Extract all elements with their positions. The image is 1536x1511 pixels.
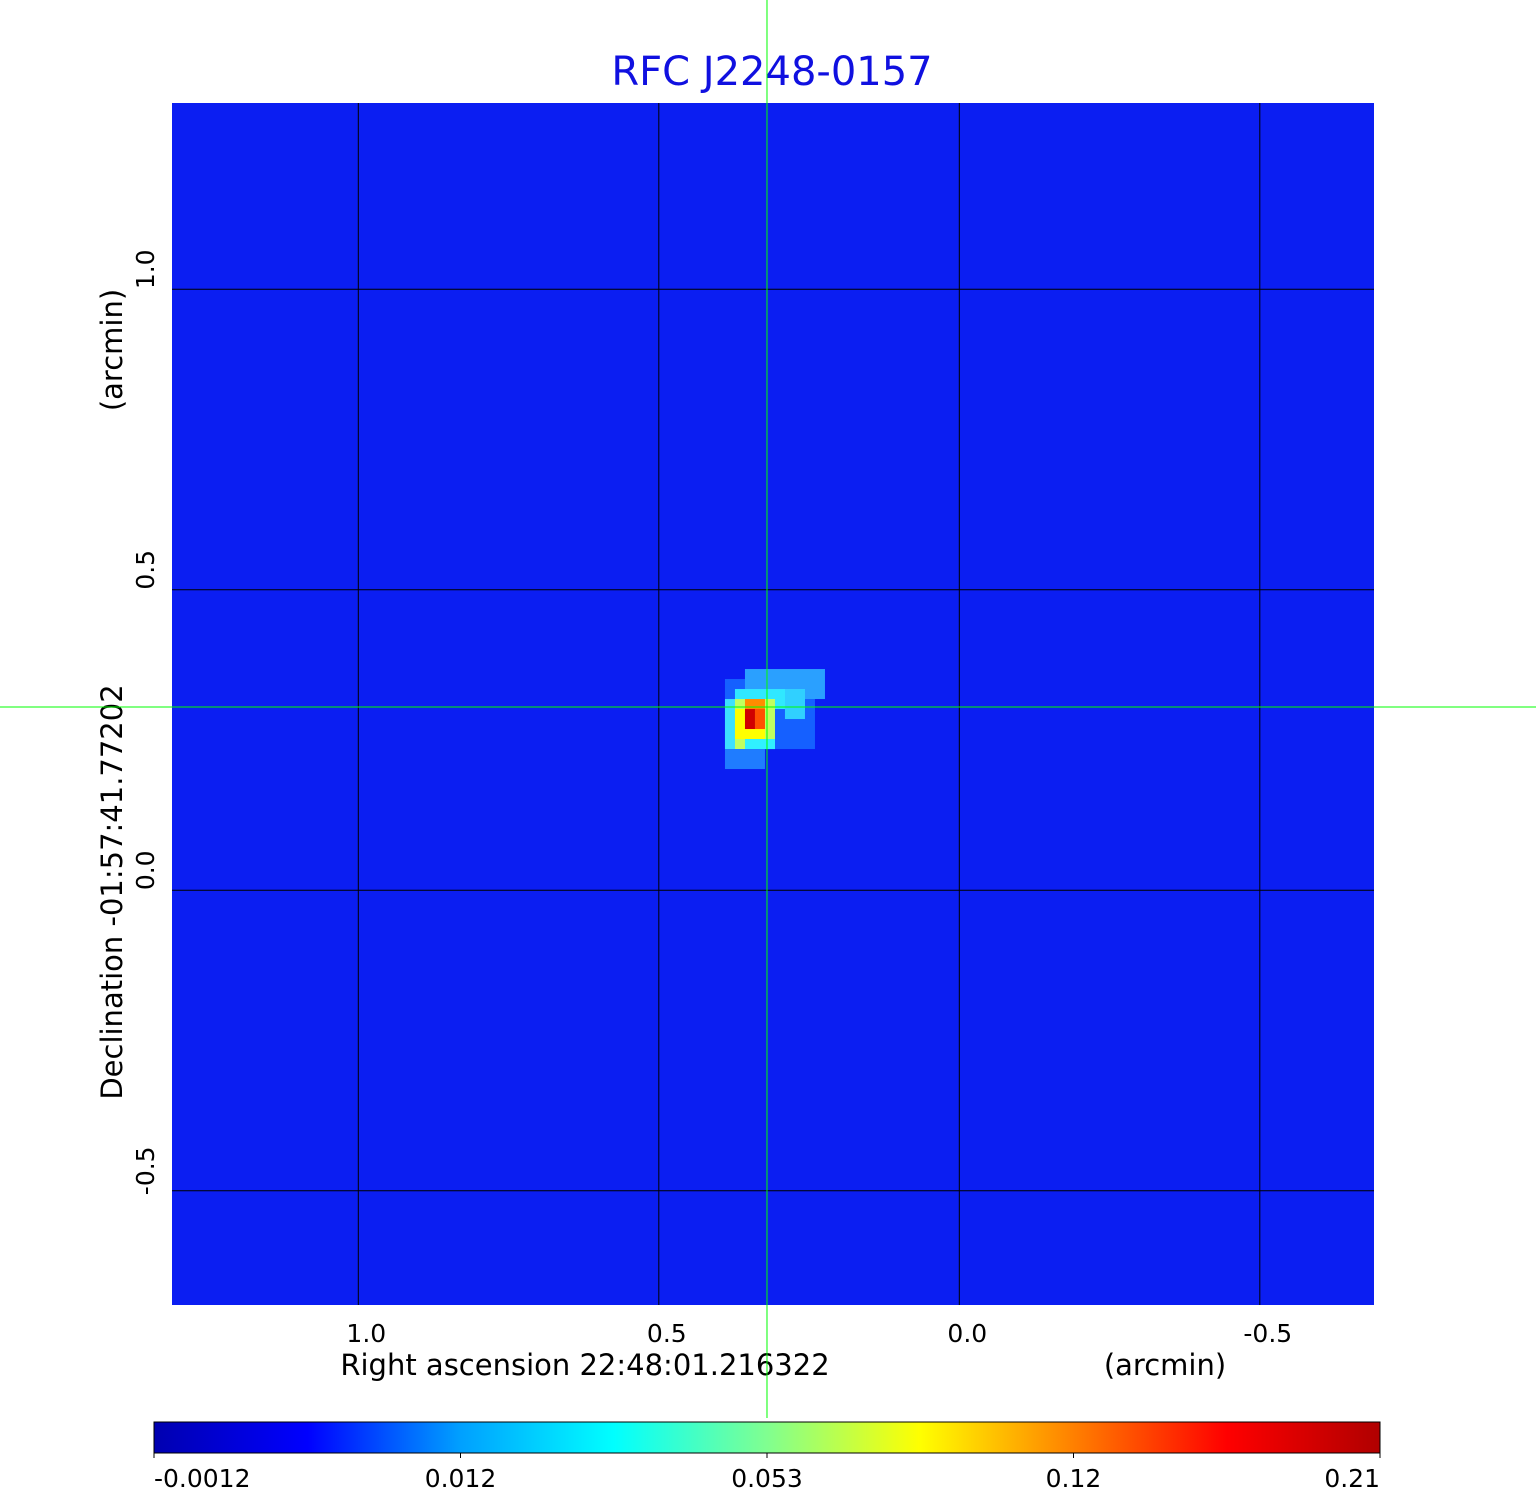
source-pixel: [784, 689, 805, 720]
y-tick-label: 1.0: [131, 249, 160, 289]
crosshair: [0, 0, 1536, 1418]
source-pixel: [754, 709, 765, 730]
y-axis-label: Declination -01:57:41.77202: [95, 684, 129, 1099]
source-pixel: [744, 709, 755, 730]
x-axis-unit: (arcmin): [1104, 1348, 1226, 1382]
source-pixel: [744, 699, 765, 710]
colorbar-ticks: -0.0012 0.012 0.053 0.12 0.21: [153, 1453, 1381, 1493]
x-tick-label: -0.5: [1243, 1319, 1292, 1348]
grid: [172, 103, 1374, 1305]
x-tick-label: 1.0: [346, 1319, 386, 1348]
tick-labels: 1.0 0.5 0.0 -0.5 1.0 0.5 0.0 -0.5: [131, 249, 1292, 1348]
chart-title: RFC J2248-0157: [611, 49, 932, 95]
y-axis-unit: (arcmin): [95, 289, 129, 411]
source-pixel: [744, 739, 775, 750]
source-pixel: [724, 749, 765, 770]
colorbar-tick-label: 0.21: [1324, 1464, 1380, 1493]
x-tick-label: 0.0: [947, 1319, 987, 1348]
y-tick-label: 0.5: [131, 550, 160, 590]
colorbar-tick-label: -0.0012: [154, 1464, 251, 1493]
x-axis-label: Right ascension 22:48:01.216322: [340, 1348, 829, 1382]
colorbar-tick-label: 0.012: [425, 1464, 497, 1493]
x-tick-label: 0.5: [647, 1319, 687, 1348]
y-tick-label: 0.0: [131, 850, 160, 890]
colorbar-tick-label: 0.053: [731, 1464, 803, 1493]
colorbar-tick-label: 0.12: [1046, 1464, 1102, 1493]
colorbar: [153, 1421, 1381, 1454]
y-tick-label: -0.5: [131, 1146, 160, 1195]
